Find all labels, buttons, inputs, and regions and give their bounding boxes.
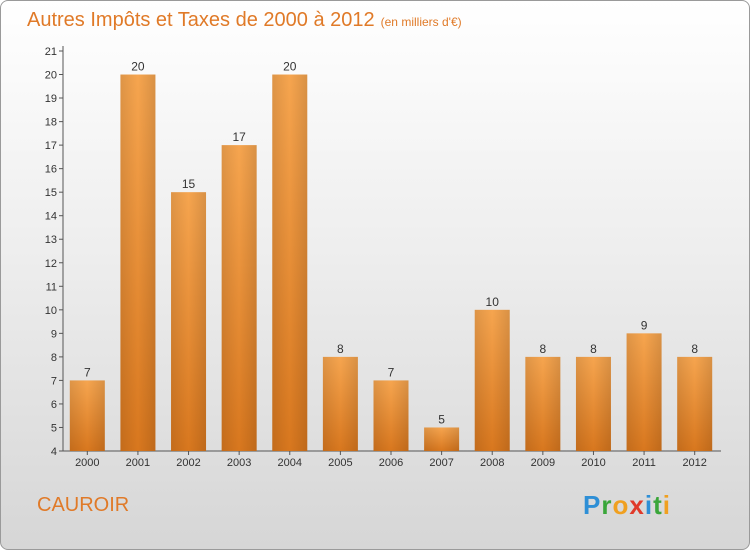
bar-shade-2004 bbox=[272, 74, 308, 451]
y-tick-label: 12 bbox=[45, 258, 57, 270]
bar-shade-2009 bbox=[525, 356, 561, 451]
x-tick-label: 2006 bbox=[379, 457, 403, 469]
logo-letter: x bbox=[629, 490, 645, 520]
proxiti-logo: Proxiti bbox=[583, 490, 671, 521]
bar-shade-2000 bbox=[69, 380, 105, 451]
labels: 2000 7 2001 20 2002 15 2003 17 2004 20 2005 8 2006 7 2… bbox=[75, 60, 707, 469]
y-tick-label: 10 bbox=[45, 305, 57, 317]
bar-shade-2008 bbox=[474, 309, 510, 451]
x-tick-label: 2011 bbox=[632, 457, 656, 469]
y-tick-label: 15 bbox=[45, 187, 57, 199]
x-tick-label: 2004 bbox=[278, 457, 302, 469]
x-tick-label: 2001 bbox=[126, 457, 150, 469]
x-tick-label: 2010 bbox=[581, 457, 605, 469]
data-label: 8 bbox=[590, 342, 597, 356]
data-label: 15 bbox=[182, 177, 196, 191]
x-tick-label: 2009 bbox=[531, 457, 555, 469]
y-tick-label: 20 bbox=[45, 70, 57, 82]
x-tick-label: 2007 bbox=[429, 457, 453, 469]
chart-title-main: Autres Impôts et Taxes de 2000 à 2012 bbox=[27, 9, 375, 31]
data-label: 7 bbox=[388, 365, 395, 379]
bar-shade-2012 bbox=[677, 356, 713, 451]
y-tick-label: 4 bbox=[51, 446, 57, 458]
data-label: 9 bbox=[641, 318, 648, 332]
y-tick-label: 11 bbox=[46, 281, 57, 293]
logo-letter: i bbox=[644, 490, 654, 520]
x-tick-label: 2002 bbox=[176, 457, 200, 469]
logo-letter: r bbox=[601, 490, 613, 520]
y-tick-label: 17 bbox=[45, 140, 57, 152]
data-label: 8 bbox=[337, 342, 344, 356]
data-label: 5 bbox=[438, 412, 445, 426]
logo-letter: o bbox=[612, 490, 630, 520]
data-label: 20 bbox=[283, 60, 297, 74]
y-tick-label: 19 bbox=[45, 93, 57, 105]
chart-title-unit: (en milliers d'€) bbox=[380, 15, 462, 29]
data-label: 10 bbox=[486, 295, 500, 309]
x-tick-label: 2012 bbox=[682, 457, 706, 469]
logo-letter: t bbox=[653, 490, 663, 520]
y-tick-label: 5 bbox=[51, 422, 57, 434]
bars bbox=[69, 74, 713, 452]
y-tick-label: 7 bbox=[51, 375, 57, 387]
bar-shade-2002 bbox=[171, 192, 207, 452]
y-tick-label: 21 bbox=[45, 46, 57, 58]
logo-letter: P bbox=[583, 490, 602, 520]
y-tick-label: 8 bbox=[51, 352, 57, 364]
data-label: 20 bbox=[131, 60, 145, 74]
y-tick-label: 13 bbox=[45, 234, 57, 246]
bar-shade-2007 bbox=[424, 427, 460, 451]
x-tick-label: 2005 bbox=[328, 457, 352, 469]
commune-name: CAUROIR bbox=[37, 494, 130, 516]
data-label: 8 bbox=[691, 342, 698, 356]
bar-shade-2005 bbox=[322, 356, 358, 451]
x-tick-label: 2000 bbox=[75, 457, 99, 469]
data-label: 7 bbox=[84, 365, 91, 379]
data-label: 17 bbox=[232, 130, 246, 144]
logo-letter: i bbox=[662, 490, 671, 520]
chart-title: Autres Impôts et Taxes de 2000 à 2012 (en… bbox=[27, 9, 462, 32]
bar-shade-2001 bbox=[120, 74, 156, 451]
bar-shade-2003 bbox=[221, 145, 257, 451]
data-label: 8 bbox=[540, 342, 547, 356]
y-tick-label: 9 bbox=[51, 328, 57, 340]
bar-shade-2011 bbox=[626, 333, 662, 451]
x-tick-label: 2008 bbox=[480, 457, 504, 469]
y-tick-label: 6 bbox=[51, 399, 57, 411]
y-tick-label: 16 bbox=[45, 164, 57, 176]
x-tick-label: 2003 bbox=[227, 457, 251, 469]
y-tick-label: 14 bbox=[45, 211, 57, 223]
y-tick-label: 18 bbox=[45, 117, 57, 129]
bar-shade-2010 bbox=[575, 356, 611, 451]
bar-shade-2006 bbox=[373, 380, 409, 451]
